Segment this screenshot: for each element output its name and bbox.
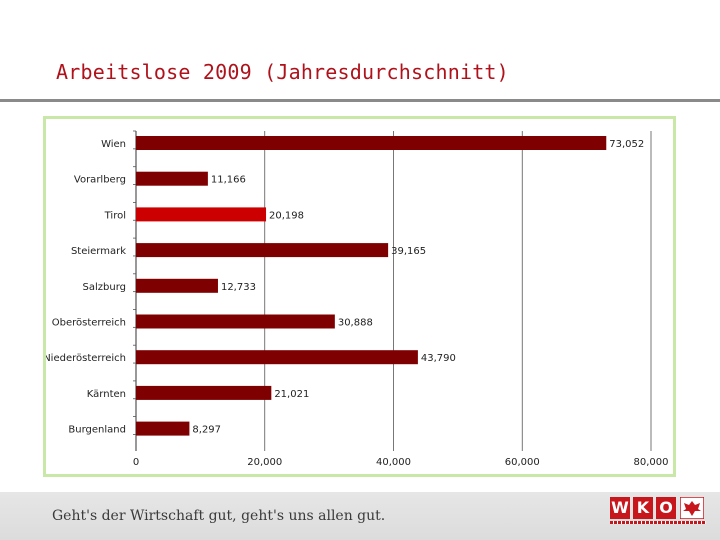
bar xyxy=(136,421,190,436)
x-tick-label: 0 xyxy=(133,457,139,468)
data-label: 43,790 xyxy=(421,353,456,364)
slide-title: Arbeitslose 2009 (Jahresdurchschnitt) xyxy=(56,60,509,84)
bar xyxy=(136,207,267,222)
data-label: 21,021 xyxy=(274,389,309,400)
logo-letter-o: O xyxy=(656,497,676,519)
bar xyxy=(136,385,272,400)
logo-letter-w: W xyxy=(610,497,630,519)
category-label: Steiermark xyxy=(71,246,126,257)
logo-letter-k: K xyxy=(633,497,653,519)
footer-slogan: Geht's der Wirtschaft gut, geht's uns al… xyxy=(52,508,386,524)
x-tick-label: 40,000 xyxy=(376,457,411,468)
category-label: Kärnten xyxy=(87,389,126,400)
bar xyxy=(136,350,418,365)
data-label: 8,297 xyxy=(192,425,221,436)
category-label: Salzburg xyxy=(83,282,126,293)
category-label: Vorarlberg xyxy=(74,175,126,186)
title-divider xyxy=(0,99,720,102)
category-label: Wien xyxy=(101,139,126,150)
bar xyxy=(136,278,218,293)
data-label: 20,198 xyxy=(269,210,304,221)
bar xyxy=(136,243,389,258)
bar xyxy=(136,314,335,329)
data-label: 12,733 xyxy=(221,282,256,293)
chart-frame: Wien 73,052 Vorarlberg 11,166 Tirol 20,198 Ste… xyxy=(43,116,676,477)
data-label: 30,888 xyxy=(338,318,373,329)
category-label: Burgenland xyxy=(68,425,126,436)
category-label: Oberösterreich xyxy=(52,318,126,329)
bar xyxy=(136,171,208,186)
eagle-crest-icon xyxy=(680,497,704,519)
category-label: Niederösterreich xyxy=(46,353,126,364)
bar xyxy=(136,136,607,150)
x-tick-label: 80,000 xyxy=(634,457,669,468)
x-tick-label: 20,000 xyxy=(247,457,282,468)
category-label: Tirol xyxy=(104,210,126,221)
x-tick-label: 60,000 xyxy=(505,457,540,468)
logo-subtitle-strip xyxy=(610,521,706,524)
data-label: 73,052 xyxy=(609,139,644,150)
data-label: 39,165 xyxy=(391,246,426,257)
data-label: 11,166 xyxy=(211,175,246,186)
bar-chart: Wien 73,052 Vorarlberg 11,166 Tirol 20,198 Ste… xyxy=(46,130,669,468)
wko-logo: W K O xyxy=(610,497,706,527)
footer-band xyxy=(0,492,720,540)
